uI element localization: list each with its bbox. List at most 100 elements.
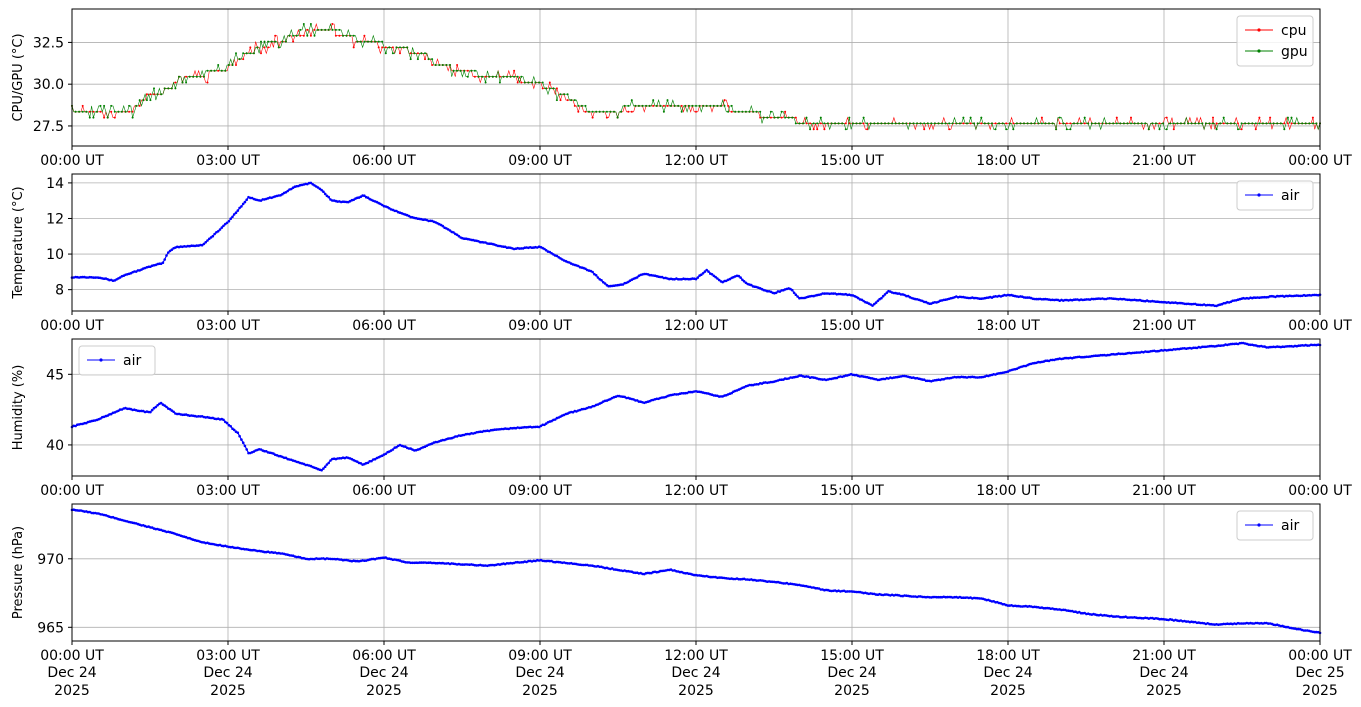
data-point-gpu xyxy=(602,110,605,113)
data-point-air xyxy=(156,404,159,407)
data-point-gpu xyxy=(1290,116,1293,119)
y-tick-label: 45 xyxy=(46,367,64,383)
data-point-air xyxy=(603,282,607,285)
data-point-cpu xyxy=(680,104,683,107)
data-point-air xyxy=(687,390,691,394)
data-point-gpu xyxy=(284,40,287,43)
data-point-cpu xyxy=(1058,122,1061,125)
data-point-gpu xyxy=(473,69,476,72)
x-tick-label: 00:00 UT xyxy=(40,483,104,499)
data-point-air xyxy=(359,462,363,465)
data-point-air xyxy=(240,205,243,208)
data-point-gpu xyxy=(106,116,109,119)
data-point-cpu xyxy=(823,128,826,131)
data-point-gpu xyxy=(645,104,648,107)
data-point-gpu xyxy=(941,122,943,125)
data-point-gpu xyxy=(420,52,423,55)
y-axis-label: Humidity (%) xyxy=(11,365,26,451)
data-point-air xyxy=(883,293,887,296)
data-point-air xyxy=(577,264,580,268)
data-point-air xyxy=(224,222,227,226)
data-point-air xyxy=(323,192,327,196)
data-point-gpu xyxy=(819,116,822,119)
data-point-gpu xyxy=(559,93,562,96)
data-point-gpu xyxy=(687,104,690,107)
data-point-air xyxy=(520,247,523,250)
data-point-gpu xyxy=(1012,128,1015,131)
data-point-gpu xyxy=(381,40,384,43)
data-point-cpu xyxy=(88,110,91,113)
data-point-gpu xyxy=(809,128,812,131)
data-point-air xyxy=(92,276,95,279)
data-point-cpu xyxy=(110,110,113,113)
data-point-cpu xyxy=(605,116,608,119)
data-point-gpu xyxy=(1030,122,1033,125)
data-point-air xyxy=(165,254,168,257)
y-tick-label: 40 xyxy=(46,438,64,454)
x-tick-label: 12:00 UT xyxy=(664,648,728,664)
data-point-air xyxy=(220,226,224,229)
data-point-cpu xyxy=(174,81,177,84)
data-point-gpu xyxy=(224,69,227,72)
data-point-air xyxy=(962,596,965,599)
data-point-air xyxy=(331,557,334,561)
data-point-air xyxy=(643,272,646,276)
x-tick-label: 15:00 UT xyxy=(820,648,884,664)
legend-marker-cpu xyxy=(1257,28,1261,32)
data-point-gpu xyxy=(245,52,248,55)
data-point-gpu xyxy=(598,110,601,113)
x-tick-label: 06:00 UT xyxy=(352,483,416,499)
data-point-gpu xyxy=(363,40,366,43)
data-point-gpu xyxy=(506,75,508,78)
data-point-gpu xyxy=(1026,122,1029,125)
data-point-gpu xyxy=(791,116,794,119)
data-point-gpu xyxy=(848,116,851,119)
data-point-gpu xyxy=(969,116,972,119)
data-point-gpu xyxy=(948,122,951,125)
data-point-gpu xyxy=(324,28,327,31)
data-point-gpu xyxy=(1187,122,1190,125)
data-point-cpu xyxy=(816,128,819,131)
data-point-gpu xyxy=(356,40,359,43)
legend-label-air: air xyxy=(123,353,141,369)
data-point-gpu xyxy=(1101,122,1104,125)
data-point-air xyxy=(703,270,707,273)
data-point-air xyxy=(245,198,248,201)
data-point-air xyxy=(354,559,357,563)
data-point-cpu xyxy=(409,52,412,55)
data-point-gpu xyxy=(584,104,587,107)
data-point-gpu xyxy=(274,40,277,43)
data-point-air xyxy=(150,408,154,412)
data-point-cpu xyxy=(466,69,469,72)
data-point-air xyxy=(222,418,225,422)
x-tick-label: 00:00 UT xyxy=(40,648,104,664)
data-point-cpu xyxy=(723,99,726,102)
legend-box xyxy=(1236,15,1314,67)
data-point-gpu xyxy=(509,75,512,78)
data-point-gpu xyxy=(1219,122,1222,125)
data-point-gpu xyxy=(973,122,976,125)
data-point-air xyxy=(1119,615,1122,619)
data-point-gpu xyxy=(267,40,270,43)
data-point-air xyxy=(1202,345,1206,349)
data-point-air xyxy=(1051,358,1054,362)
data-point-gpu xyxy=(520,75,523,78)
data-point-cpu xyxy=(313,28,316,31)
data-point-air xyxy=(363,194,366,197)
data-point-cpu xyxy=(559,99,562,102)
data-point-cpu xyxy=(331,23,334,25)
data-point-cpu xyxy=(206,81,209,84)
data-point-gpu xyxy=(1051,122,1054,125)
data-point-air xyxy=(213,232,216,236)
data-point-gpu xyxy=(880,122,883,125)
data-point-gpu xyxy=(181,81,184,84)
data-point-cpu xyxy=(299,34,302,37)
data-point-gpu xyxy=(456,69,459,72)
data-point-gpu xyxy=(830,122,833,125)
data-point-cpu xyxy=(548,81,551,84)
data-point-cpu xyxy=(263,46,266,49)
data-point-gpu xyxy=(794,122,797,125)
legend: air xyxy=(1236,180,1314,211)
data-point-air xyxy=(204,241,207,244)
data-point-air xyxy=(1238,622,1242,625)
